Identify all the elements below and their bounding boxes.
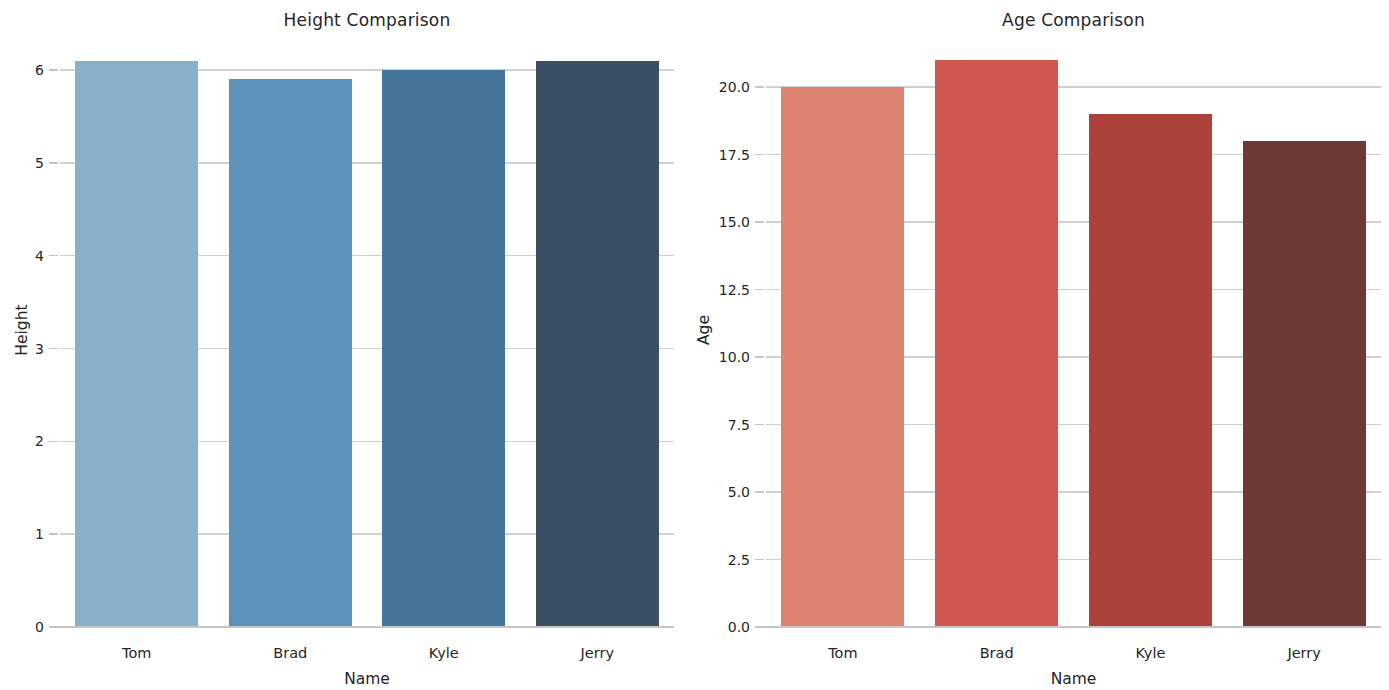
y-tick-mark: [49, 441, 58, 443]
age-comparison-chart: Age Comparison Age Name 0.0 2.5 5.0 7.5 10.0…: [0, 0, 1389, 690]
gridline: [766, 559, 1381, 561]
y-tick-label: 0: [0, 617, 44, 637]
x-tick-label-tom: Tom: [766, 644, 920, 662]
gridline: [60, 533, 674, 535]
x-axis-label: Name: [60, 669, 674, 689]
gridline: [60, 69, 674, 71]
chart-title: Height Comparison: [60, 8, 674, 32]
y-tick-label: 6: [0, 60, 44, 80]
y-tick-mark: [49, 626, 58, 628]
y-tick-mark: [755, 491, 764, 493]
y-axis-label: Age: [693, 32, 713, 627]
y-tick-label: 15.0: [698, 212, 750, 232]
gridline: [766, 424, 1381, 426]
y-tick-mark: [755, 424, 764, 426]
gridline: [766, 86, 1381, 88]
x-tick-label-jerry: Jerry: [1227, 644, 1381, 662]
bar-jerry: [536, 61, 659, 627]
y-tick-mark: [755, 221, 764, 223]
x-axis-label: Name: [766, 669, 1381, 689]
x-axis-line: [49, 626, 674, 628]
bar-tom: [781, 87, 904, 627]
figure: Height Comparison Height Name 0 1 2 3 4 5 6 Tom…: [0, 0, 1389, 690]
y-tick-mark: [755, 86, 764, 88]
y-tick-mark: [755, 356, 764, 358]
y-tick-label: 10.0: [698, 347, 750, 367]
y-tick-label: 7.5: [698, 415, 750, 435]
y-tick-mark: [755, 289, 764, 291]
bar-kyle: [1089, 114, 1212, 627]
y-tick-mark: [49, 162, 58, 164]
gridline: [766, 356, 1381, 358]
x-tick-label-brad: Brad: [920, 644, 1074, 662]
y-tick-label: 12.5: [698, 280, 750, 300]
bar-brad: [229, 79, 352, 627]
y-tick-label: 5: [0, 153, 44, 173]
gridline: [766, 221, 1381, 223]
y-tick-mark: [755, 559, 764, 561]
y-tick-mark: [755, 626, 764, 628]
chart-title: Age Comparison: [766, 8, 1381, 32]
bar-jerry: [1243, 141, 1366, 627]
y-tick-mark: [755, 154, 764, 156]
y-tick-label: 4: [0, 246, 44, 266]
plot-area: [60, 32, 674, 627]
y-axis-label: Height: [12, 32, 32, 627]
y-tick-mark: [49, 348, 58, 350]
bar-brad: [935, 60, 1058, 627]
y-tick-label: 2.5: [698, 550, 750, 570]
y-tick-label: 2: [0, 431, 44, 451]
y-tick-label: 1: [0, 524, 44, 544]
y-tick-mark: [49, 533, 58, 535]
x-tick-label-jerry: Jerry: [521, 644, 675, 662]
y-tick-label: 3: [0, 339, 44, 359]
plot-area: [766, 32, 1381, 627]
x-tick-label-brad: Brad: [214, 644, 368, 662]
bar-tom: [75, 61, 198, 627]
gridline: [60, 162, 674, 164]
x-axis-line: [755, 626, 1381, 628]
y-tick-label: 0.0: [698, 617, 750, 637]
gridline: [766, 289, 1381, 291]
gridline: [766, 491, 1381, 493]
gridline: [60, 255, 674, 257]
x-tick-label-kyle: Kyle: [367, 644, 521, 662]
bar-kyle: [382, 70, 505, 627]
y-tick-mark: [49, 255, 58, 257]
x-tick-label-tom: Tom: [60, 644, 214, 662]
y-tick-label: 17.5: [698, 145, 750, 165]
y-tick-label: 5.0: [698, 482, 750, 502]
y-tick-mark: [49, 69, 58, 71]
height-comparison-chart: Height Comparison Height Name 0 1 2 3 4 5 6 Tom…: [0, 0, 1389, 690]
gridline: [766, 154, 1381, 156]
y-tick-label: 20.0: [698, 77, 750, 97]
gridline: [60, 348, 674, 350]
gridline: [60, 441, 674, 443]
x-tick-label-kyle: Kyle: [1074, 644, 1228, 662]
